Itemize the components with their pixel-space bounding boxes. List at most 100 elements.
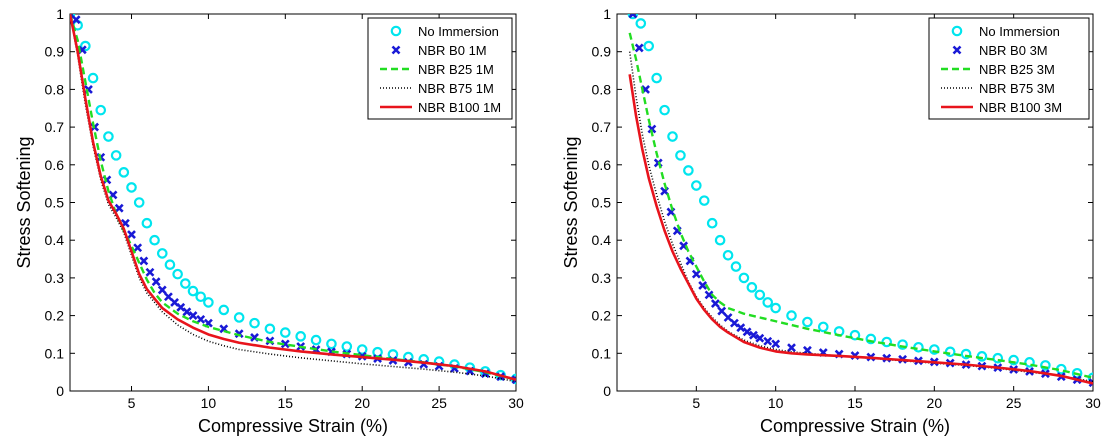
- legend: No Immersion NBR B0 1M NBR B25 1M NBR B75 1…: [367, 17, 513, 120]
- series-nbr-b100-3m: [628, 74, 1093, 385]
- legend: No Immersion NBR B0 3M NBR B25 3M NBR B75 3…: [928, 17, 1090, 120]
- data-point-circle: [786, 310, 797, 321]
- data-point-x: [511, 375, 516, 385]
- legend-item-no-immersion: No Immersion: [951, 24, 1060, 39]
- data-point-x: [628, 14, 638, 19]
- y-tick-label: 0.2: [45, 308, 65, 324]
- data-point-circle: [802, 316, 813, 328]
- data-point-x: [70, 14, 75, 19]
- y-tick-label: 0.9: [592, 44, 612, 60]
- data-point-x: [1088, 378, 1093, 388]
- data-point-x: [771, 339, 781, 349]
- data-point-circle: [341, 341, 353, 352]
- y-tick-label: 0.2: [592, 308, 612, 324]
- y-tick-label: 0.1: [592, 345, 612, 361]
- data-point-circle: [762, 297, 774, 308]
- series-nbr-b75-3m: [628, 51, 1093, 383]
- data-point-circle: [730, 261, 742, 272]
- data-point-x: [127, 230, 136, 239]
- legend-label: NBR B75 1M: [418, 81, 494, 96]
- data-point-circle: [80, 40, 91, 52]
- data-point-x: [114, 203, 124, 213]
- data-point-circle: [156, 248, 168, 259]
- data-point-x: [742, 327, 752, 337]
- data-point-circle: [280, 327, 291, 338]
- data-point-circle: [233, 312, 245, 323]
- data-point-circle: [714, 234, 726, 246]
- data-point-circle: [249, 317, 260, 329]
- data-point-circle: [218, 304, 230, 316]
- data-point-x: [71, 15, 81, 25]
- data-point-circle: [960, 348, 972, 360]
- data-point-circle: [141, 217, 153, 229]
- y-tick-label: 0.5: [592, 195, 612, 211]
- legend-label: NBR B100 3M: [979, 100, 1062, 115]
- data-point-x: [157, 285, 167, 295]
- data-point-x: [164, 292, 173, 302]
- data-point-circle: [172, 268, 183, 280]
- data-point-x: [145, 267, 155, 277]
- data-point-x: [698, 281, 708, 290]
- series-group: [70, 14, 516, 385]
- y-tick-label: 0.6: [592, 157, 612, 173]
- data-point-x: [749, 330, 758, 340]
- legend-item-nbr-b100-1m: NBR B100 1M: [380, 100, 501, 115]
- legend-item-no-immersion: No Immersion: [390, 24, 499, 39]
- legend-label: No Immersion: [979, 24, 1060, 39]
- series-nbr-b25-3m: [628, 32, 1093, 379]
- data-point-circle: [195, 291, 207, 303]
- data-point-circle: [310, 334, 322, 346]
- legend-item-nbr-b100-3m: NBR B100 3M: [941, 100, 1062, 115]
- legend-item-nbr-b25-1m: NBR B25 1M: [380, 62, 494, 77]
- data-point-circle: [126, 182, 137, 193]
- data-point-circle: [187, 285, 199, 297]
- x-tick-label: 10: [201, 395, 217, 411]
- data-point-circle: [691, 180, 702, 191]
- data-point-x: [151, 277, 161, 287]
- data-point-circle: [746, 282, 758, 293]
- data-point-x: [196, 314, 206, 324]
- legend-label: NBR B25 1M: [418, 62, 494, 77]
- legend-label: NBR B0 1M: [418, 43, 487, 58]
- y-axis-label: Stress Softening: [14, 136, 34, 268]
- data-point-circle: [659, 104, 670, 116]
- x-tick-label: 25: [1006, 395, 1022, 411]
- data-point-circle: [897, 339, 908, 350]
- data-point-x: [755, 333, 765, 343]
- data-point-circle: [992, 352, 1004, 364]
- legend-marker-circle: [390, 25, 402, 37]
- y-tick-label: 0.7: [592, 119, 612, 135]
- data-point-x: [704, 290, 714, 300]
- data-point-circle: [643, 40, 655, 52]
- x-tick-label: 30: [1085, 395, 1101, 411]
- data-point-x: [736, 323, 746, 333]
- data-point-x: [723, 313, 733, 322]
- data-point-circle: [326, 338, 337, 350]
- x-tick-label: 15: [847, 395, 863, 411]
- data-point-x: [787, 343, 796, 353]
- data-point-circle: [103, 131, 114, 142]
- x-tick-label: 15: [278, 395, 294, 411]
- x-axis-label: Compressive Strain (%): [760, 416, 950, 436]
- x-tick-label: 20: [354, 395, 370, 411]
- y-tick-label: 0.4: [592, 232, 612, 248]
- y-tick-label: 0.4: [45, 232, 65, 248]
- y-tick-label: 0.7: [45, 119, 65, 135]
- data-point-x: [710, 299, 720, 308]
- legend-item-nbr-b0-1m: NBR B0 1M: [391, 43, 487, 58]
- data-point-circle: [944, 346, 956, 358]
- data-point-circle: [1071, 367, 1083, 379]
- legend-item-nbr-b0-3m: NBR B0 3M: [952, 43, 1048, 58]
- y-tick-label: 0.8: [592, 81, 612, 97]
- data-point-circle: [722, 249, 734, 261]
- legend-item-nbr-b75-3m: NBR B75 3M: [941, 81, 1055, 96]
- data-point-x: [139, 256, 149, 266]
- y-tick-label: 0.6: [45, 157, 65, 173]
- legend-item-nbr-b75-1m: NBR B75 1M: [380, 81, 494, 96]
- data-point-circle: [95, 104, 107, 116]
- y-axis-label: Stress Softening: [561, 136, 581, 268]
- x-tick-label: 5: [692, 395, 700, 411]
- data-point-circle: [164, 259, 176, 271]
- data-point-circle: [675, 150, 686, 161]
- x-tick-label: 5: [128, 395, 136, 411]
